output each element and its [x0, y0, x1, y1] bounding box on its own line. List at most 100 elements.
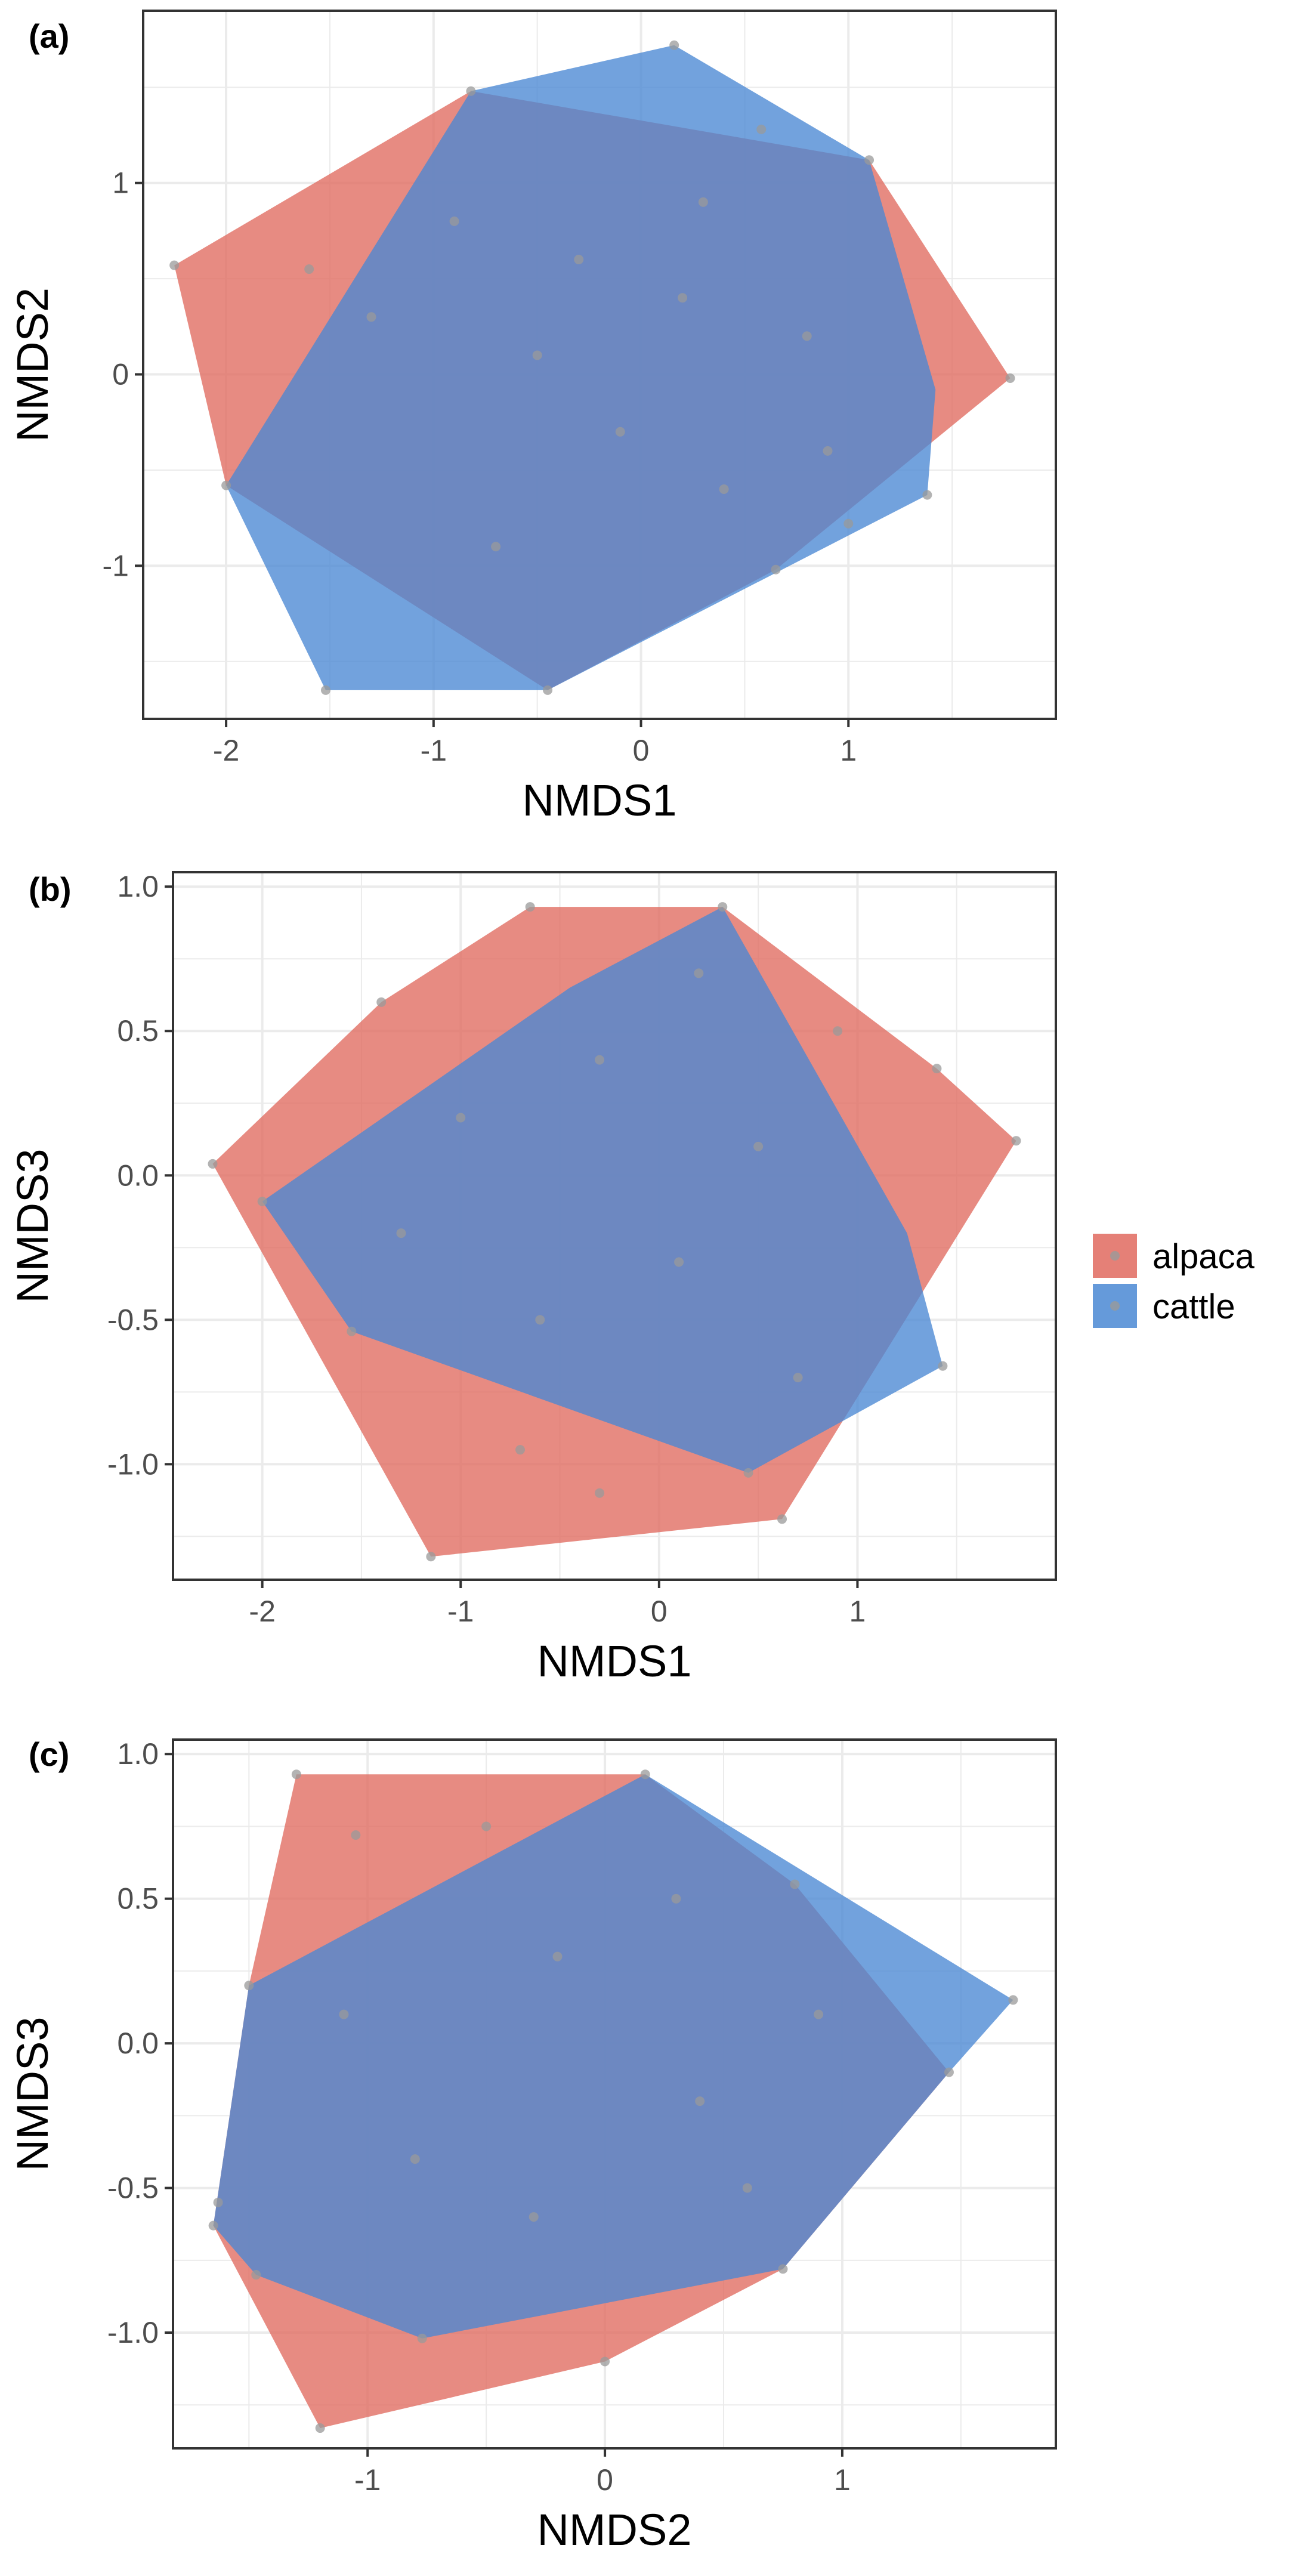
panel-c-data-point	[814, 2009, 824, 2019]
panel-c-y-tick-label: 0.5	[117, 1882, 159, 1916]
panel-c-data-point	[481, 1821, 492, 1831]
panel-a-data-point	[1005, 373, 1015, 383]
panel-b-hulls	[212, 907, 1016, 1557]
panel-b-data-point	[694, 968, 704, 978]
panel-b-x-tick-label: -2	[249, 1595, 275, 1628]
panel-c-y-axis-title: NMDS3	[8, 2016, 57, 2171]
panel-c-data-point	[208, 2220, 218, 2231]
panel-a-y-tick-label: -1	[103, 549, 129, 582]
panel-c-hull-cattle	[213, 1774, 1013, 2339]
panel-b-points	[208, 902, 1021, 1562]
panel-a-data-point	[802, 331, 812, 341]
panel-a-data-point	[532, 350, 542, 360]
panel-b-data-point	[777, 1514, 787, 1524]
panel-a-data-point	[771, 564, 781, 574]
panel-c-x-axis-title: NMDS2	[537, 2505, 691, 2555]
panel-c-data-point	[529, 2212, 539, 2222]
panel-c-x-ticks: -1 0 1	[354, 2448, 851, 2497]
panel-a-data-point	[756, 124, 767, 134]
panel-a-data-point	[922, 490, 932, 500]
panel-b-x-ticks: -2 -1 0 1	[249, 1580, 866, 1628]
panel-b-data-point	[456, 1113, 466, 1123]
panel-a-x-ticks: -2 -1 0 1	[213, 719, 857, 767]
legend-item-cattle: cattle	[1093, 1284, 1235, 1328]
panel-c-frame	[172, 1738, 1057, 2450]
panel-a-hull-cattle	[226, 45, 936, 690]
panel-b-data-point	[396, 1228, 406, 1238]
panel-c-data-point	[944, 2067, 954, 2077]
panel-a: (a) -2 -1 0 1 -1 0 1 NMDS1 NMDS2	[8, 10, 1057, 825]
panel-c-data-point	[315, 2423, 325, 2433]
panel-b-data-point	[535, 1315, 545, 1325]
panel-a-y-axis-title: NMDS2	[8, 288, 57, 442]
panel-a-y-tick-label: 1	[112, 166, 129, 200]
panel-a-data-point	[678, 293, 688, 303]
panel-b-hull-cattle	[262, 907, 943, 1473]
panel-c-data-point	[1008, 1995, 1018, 2005]
panel-b-y-tick-label: -0.5	[107, 1303, 159, 1336]
panel-b-x-tick-label: 0	[651, 1595, 668, 1628]
panel-a-data-point	[615, 427, 625, 437]
panel-a-x-tick-label: 0	[633, 734, 650, 767]
panel-a-x-axis-title: NMDS1	[522, 776, 676, 825]
panel-c-data-point	[410, 2154, 420, 2164]
panel-b-data-point	[674, 1257, 684, 1267]
panel-a-tag: (a)	[29, 17, 69, 55]
panel-a-hulls	[174, 45, 1011, 690]
panel-b-frame	[172, 871, 1057, 1581]
panel-a-data-point	[719, 484, 729, 495]
panel-b-y-axis-title: NMDS3	[8, 1148, 57, 1303]
panel-c-x-tick-label: 0	[597, 2463, 613, 2497]
panel-c-data-point	[339, 2009, 349, 2019]
panel-b-data-point	[833, 1026, 843, 1036]
panel-b-data-point	[938, 1361, 948, 1371]
panel-c-y-tick-label: 0.0	[117, 2027, 159, 2060]
panel-c-data-point	[742, 2183, 752, 2193]
panel-c-data-point	[291, 1769, 301, 1780]
panel-c-data-point	[695, 2096, 705, 2106]
panel-b-data-point	[1011, 1136, 1021, 1146]
panel-b-data-point	[426, 1552, 436, 1562]
panel-a-data-point	[366, 312, 376, 322]
panel-c-data-point	[244, 1981, 254, 1991]
panel-b-x-axis-title: NMDS1	[537, 1636, 691, 1686]
panel-c-x-tick-label: -1	[354, 2463, 381, 2497]
panel-b-x-tick-label: 1	[849, 1595, 866, 1628]
panel-b-data-point	[595, 1055, 605, 1065]
panel-a-x-tick-label: 1	[840, 734, 857, 767]
panel-c-hulls	[213, 1774, 1013, 2429]
panel-b-y-ticks: -1.0 -0.5 0.0 0.5 1.0	[107, 870, 173, 1481]
panel-c-data-point	[417, 2333, 427, 2343]
panel-c-data-point	[251, 2270, 261, 2280]
panel-a-data-point	[698, 197, 708, 207]
panel-b-tag: (b)	[29, 870, 72, 908]
panel-b-data-point	[525, 902, 535, 912]
panel-a-frame	[142, 10, 1057, 720]
panel-c-y-ticks: -1.0 -0.5 0.0 0.5 1.0	[107, 1737, 173, 2349]
panel-b-y-tick-label: -1.0	[107, 1447, 159, 1481]
panel-b-data-point	[718, 902, 728, 912]
panel-b: (b) -2 -1 0 1 -1.0 -0.5 0.0 0.5 1.0 NMDS1 NMDS3	[8, 870, 1057, 1686]
panel-a-data-point	[221, 480, 231, 490]
panel-a-data-point	[864, 155, 875, 165]
legend-label-alpaca: alpaca	[1152, 1237, 1255, 1276]
panel-c-data-point	[790, 1879, 800, 1889]
legend-dot-alpaca	[1110, 1251, 1120, 1261]
panel-b-y-tick-label: 0.5	[117, 1014, 159, 1048]
panel-a-y-ticks: -1 0 1	[103, 166, 143, 582]
panel-a-x-tick-label: -1	[421, 734, 447, 767]
panel-b-y-tick-label: 1.0	[117, 870, 159, 903]
legend-item-alpaca: alpaca	[1093, 1234, 1255, 1278]
panel-a-points	[169, 40, 1015, 695]
panel-c-data-point	[778, 2264, 788, 2274]
panel-b-data-point	[257, 1196, 267, 1206]
panel-b-data-point	[208, 1159, 218, 1169]
panel-b-data-point	[595, 1488, 605, 1498]
panel-c-data-point	[640, 1769, 650, 1780]
panel-b-data-point	[932, 1064, 942, 1074]
panel-a-data-point	[823, 446, 833, 456]
panel-c-y-tick-label: 1.0	[117, 1737, 159, 1771]
panel-a-data-point	[843, 518, 854, 529]
panel-c-data-point	[213, 2197, 223, 2207]
